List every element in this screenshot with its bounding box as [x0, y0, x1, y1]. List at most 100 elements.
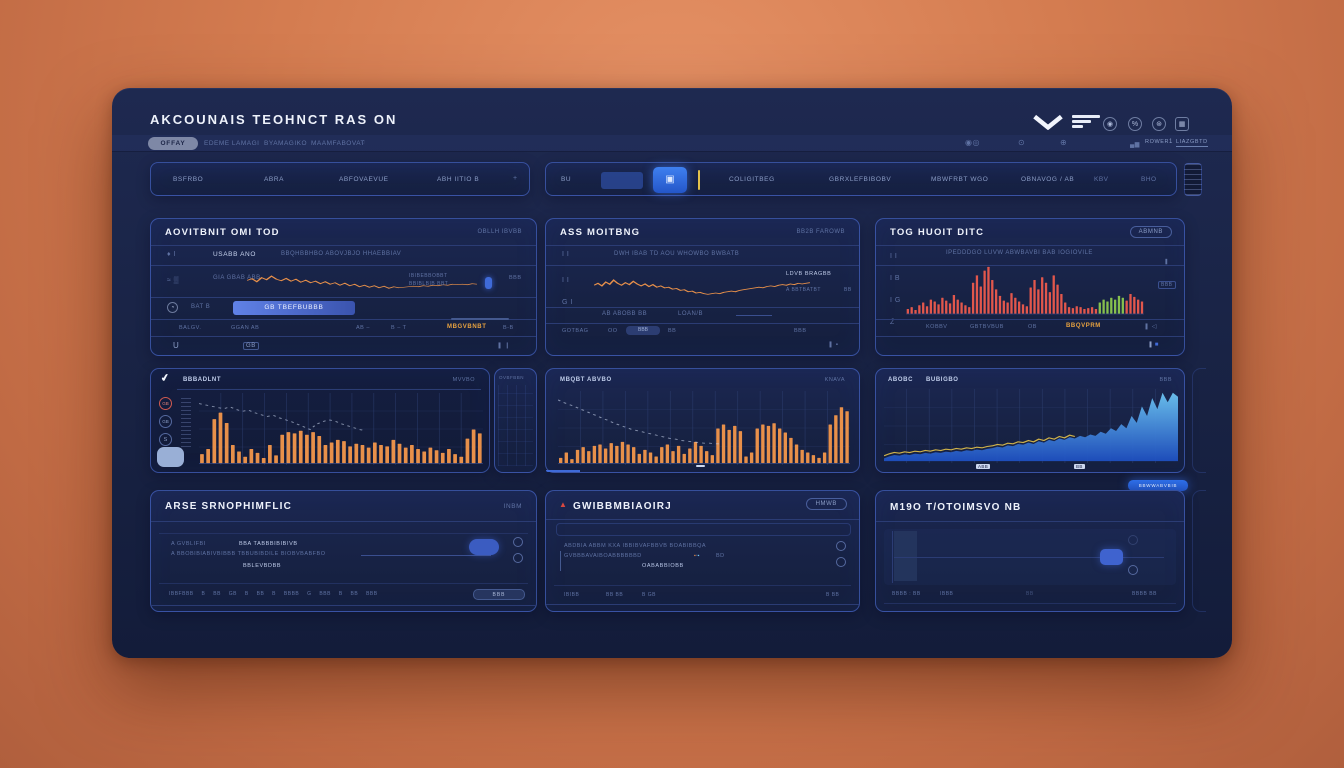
toolbar-item-4[interactable]: OBNAVOG / AB [1021, 176, 1075, 183]
row1-text: BBQHBBHBO ABOVJBJO HHAEBBIAV [281, 251, 402, 257]
toolbar-item-6[interactable]: BHO [1141, 176, 1157, 183]
panel-tophold-badge[interactable]: ABMNB [1129, 226, 1172, 238]
panel-energy-badge[interactable]: BBB [1159, 377, 1172, 383]
nav-item-1[interactable]: EDEME LAMAGI [204, 140, 260, 147]
toolbar-item-5[interactable]: KBV [1094, 176, 1109, 183]
row2-tag: BBB [509, 275, 522, 281]
nav-cloud-icon[interactable]: ◉◎ [965, 138, 980, 147]
panel-comm: ▲ GWIBBMBIAOIRJ HMWB ABDBIA ABBM KXA IBB… [545, 490, 860, 612]
nav-extra-icon[interactable]: ◌ [361, 139, 366, 146]
nav-globe-icon[interactable]: ⊕ [1060, 138, 1068, 147]
nav-bar [112, 135, 1232, 152]
b-row3-b: LOAN/B [678, 311, 704, 317]
toolbar-tab-4[interactable]: ABH IITIO B [437, 176, 480, 183]
row4-right: B-B [503, 325, 514, 331]
h-footer-2: BB BB [606, 592, 624, 598]
row4-d: B – T [391, 325, 407, 331]
i-footer-b: IBBB [940, 591, 954, 597]
footer-undo-icon[interactable]: U [173, 341, 180, 350]
c-footer-icons[interactable]: ❚ ■ [1148, 342, 1159, 348]
toolbar-tab-2[interactable]: ABRA [264, 176, 285, 183]
toolbar-item-2[interactable]: GBRXLEFBIBOBV [829, 176, 892, 183]
toolbar-plus-icon[interactable]: + [513, 175, 518, 182]
row2-marker[interactable] [485, 277, 492, 289]
panel-mino: M19O T/OTOIMSVO NB BBBB : BB IBBB BB BBB… [875, 490, 1185, 612]
toolbar-scroll-strip[interactable] [1184, 163, 1202, 196]
g-line1-b: BBA TABBBIBIBIVB [239, 541, 298, 547]
g-line2: A BBOBIBIABIVBIBBB TBBUBIBDILE BIOBVBABF… [171, 551, 326, 557]
b-row4-pill[interactable]: BBB [626, 326, 660, 335]
toolbar-preview-block[interactable] [601, 172, 643, 189]
b-row1-icon: ı ı [562, 251, 570, 258]
toolbar-tab-3[interactable]: ABFOVAEVUE [339, 176, 389, 183]
nav-pill-active[interactable]: OFFAY [148, 137, 198, 150]
b-side2-val: BB [844, 287, 852, 293]
toolbar-item-3[interactable]: MBWFRBT WGO [931, 176, 989, 183]
energy-tick-1: ABB [976, 464, 991, 469]
panel-market-badge[interactable]: KNAVA [824, 377, 845, 383]
g-filter-pill[interactable]: BBB [473, 589, 525, 600]
c-side-tag: BBB [1158, 281, 1176, 289]
c-legend-icons[interactable]: ❚ ◁ [1144, 324, 1157, 330]
g-toggle-blob[interactable] [469, 539, 499, 555]
h-radio-1[interactable] [836, 541, 846, 551]
check-icon: ✔ [159, 372, 171, 385]
percent-icon[interactable]: % [1128, 117, 1142, 131]
link-icon[interactable]: ◉ [1103, 117, 1117, 131]
panel-headline-badge[interactable]: MVVBO [452, 377, 475, 383]
nav-item-3[interactable]: MAAMFABOVAT [311, 140, 366, 147]
rail-gb-icon[interactable]: GB [159, 415, 172, 428]
mino-vertical-bar [894, 531, 917, 581]
mino-radio-faint[interactable] [1128, 535, 1138, 545]
g-radio-1[interactable] [513, 537, 523, 547]
h-input-bar[interactable] [556, 523, 851, 536]
nav-link[interactable]: LIAZGBTD [1176, 139, 1208, 147]
b-row4-b: OO [608, 328, 618, 334]
b-footer-icons[interactable]: ❚ ▪ [828, 342, 839, 348]
market-bottom-accent [546, 470, 580, 472]
panel-activity-badge[interactable]: OBLLH IBVBB [477, 229, 522, 235]
headline-bar-chart [199, 393, 483, 465]
toolbar-tab-1[interactable]: BSFRBO [173, 176, 204, 183]
c-legend-link[interactable]: BBQVPRM [1066, 323, 1101, 329]
i-footer-right: BBBB BB [1132, 591, 1157, 597]
nav-count: 1 [1169, 139, 1173, 145]
logo-check-icon[interactable] [1030, 114, 1066, 131]
settings-icon[interactable]: ⊛ [1152, 117, 1166, 131]
mino-top-button[interactable]: BBWWABVBIB [1128, 480, 1188, 491]
h-radio-2[interactable] [836, 557, 846, 567]
panel-tophold: TOG HUOIT DITC ABMNB ı ı ı B ı G Z̄ IPED… [875, 218, 1185, 356]
panel-mino-title: M19O T/OTOIMSVO NB [890, 502, 1022, 513]
mino-slider-handle[interactable] [1100, 549, 1123, 565]
c-legend-1: KOBBV [926, 324, 948, 330]
panel-monitoring-badge[interactable]: BB2B FAROWB [796, 229, 845, 235]
c-rail-2: ı B [890, 275, 901, 282]
panel-energy-title-a: ABOBC [888, 377, 913, 383]
stats-icon[interactable]: ▦ [1175, 117, 1189, 131]
rail-s-icon[interactable]: S [159, 433, 172, 446]
footer-gb-badge[interactable]: GB [243, 342, 259, 350]
rail-alert-icon[interactable]: GB [159, 397, 172, 410]
menu-bars-icon[interactable] [1072, 115, 1100, 128]
panel-demo-badge[interactable]: INBM [503, 503, 522, 510]
nav-gear-icon[interactable]: ⊙ [1018, 138, 1026, 147]
row3-selected-pill[interactable]: GB TBEFBUBBB [233, 301, 355, 315]
row3-label: BAT B [191, 304, 211, 310]
thumb-blob[interactable] [157, 447, 184, 467]
panel-market: MBQBT ABVBO KNAVA [545, 368, 860, 473]
footer-icons-a[interactable]: ❚ ❙ [497, 343, 511, 349]
g-radio-2[interactable] [513, 553, 523, 563]
panel-comm-badge[interactable]: HMWB [805, 498, 847, 510]
row4-link[interactable]: MBGVBNBT [447, 324, 487, 330]
progress-segment[interactable] [451, 318, 509, 320]
page-title: AKCOUNAIS TEOHNCT RAS ON [150, 112, 398, 127]
row1-label: USABB ANO [213, 251, 256, 258]
row4-c: AB – [356, 325, 370, 331]
row2-note1: IBIBEBBOBBT [409, 273, 448, 279]
toolbar-item-1[interactable]: COLIGITBEG [729, 176, 775, 183]
toolbar-folder-button[interactable]: ▣ [653, 167, 687, 193]
panel-monitoring-title: ASS MOITBNG [560, 227, 641, 238]
b-side2: A BBTBATBT [786, 287, 821, 293]
mino-radio[interactable] [1128, 565, 1138, 575]
nav-item-2[interactable]: BYAMAGIKO [264, 140, 308, 147]
